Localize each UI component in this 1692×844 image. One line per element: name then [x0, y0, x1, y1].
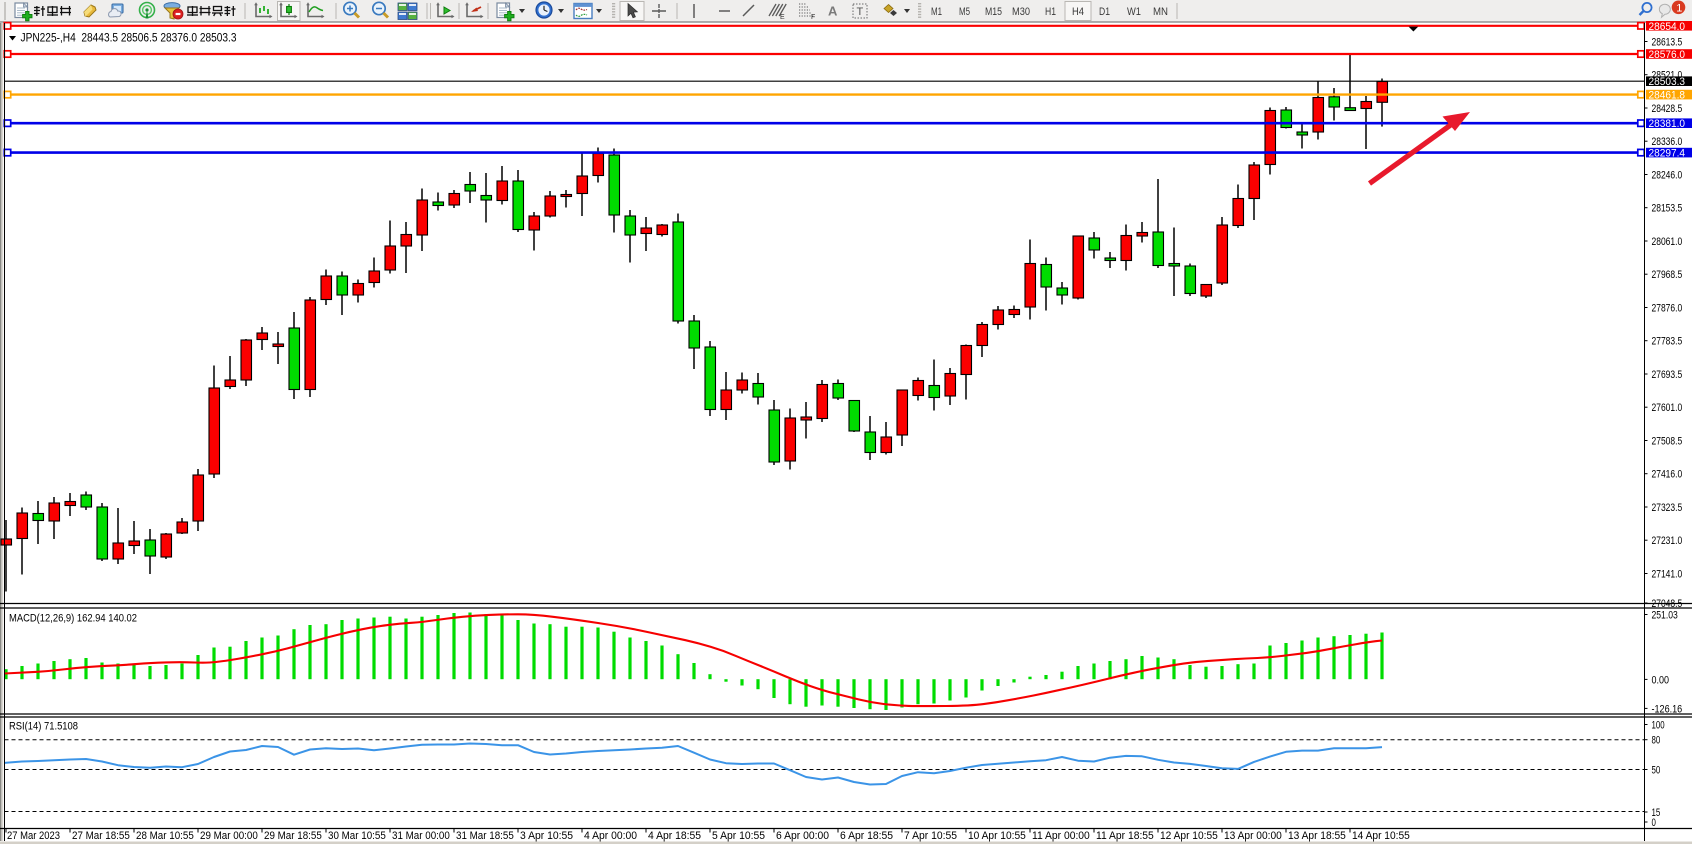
svg-text:27231.0: 27231.0 [1652, 535, 1683, 547]
svg-text:27693.5: 27693.5 [1652, 369, 1683, 381]
svg-text:28153.5: 28153.5 [1652, 203, 1683, 215]
svg-text:5 Apr 10:55: 5 Apr 10:55 [712, 830, 765, 842]
svg-text:10 Apr 10:55: 10 Apr 10:55 [968, 830, 1026, 842]
svg-text:M1: M1 [931, 6, 942, 18]
svg-text:28461.8: 28461.8 [1649, 90, 1686, 102]
svg-text:M15: M15 [985, 6, 1002, 18]
svg-text:29 Mar 18:55: 29 Mar 18:55 [264, 830, 322, 842]
svg-text:T: T [857, 6, 864, 18]
svg-text:-126.16: -126.16 [1652, 703, 1683, 715]
svg-text:14 Apr 10:55: 14 Apr 10:55 [1352, 830, 1410, 842]
svg-text:28576.0: 28576.0 [1649, 49, 1686, 61]
svg-text:27 Mar 18:55: 27 Mar 18:55 [72, 830, 130, 842]
svg-text:4 Apr 00:00: 4 Apr 00:00 [584, 830, 637, 842]
svg-text:H4: H4 [1072, 6, 1084, 18]
svg-text:80: 80 [1652, 735, 1661, 747]
svg-text:W1: W1 [1127, 6, 1141, 18]
svg-text:H1: H1 [1045, 6, 1056, 18]
svg-text:F: F [811, 14, 815, 21]
svg-text:27601.0: 27601.0 [1652, 402, 1683, 414]
svg-text:RSI(14) 71.5108: RSI(14) 71.5108 [9, 721, 78, 733]
svg-text:28297.4: 28297.4 [1649, 148, 1686, 160]
svg-text:28336.0: 28336.0 [1652, 136, 1683, 148]
svg-text:31 Mar 18:55: 31 Mar 18:55 [456, 830, 514, 842]
svg-text:M30: M30 [1012, 6, 1030, 18]
svg-text:28246.0: 28246.0 [1652, 170, 1683, 182]
svg-text:28613.5: 28613.5 [1652, 37, 1683, 49]
svg-text:MACD(12,26,9) 162.94 140.02: MACD(12,26,9) 162.94 140.02 [9, 613, 137, 625]
svg-text:7 Apr 10:55: 7 Apr 10:55 [904, 830, 957, 842]
svg-text:28503.3: 28503.3 [1649, 76, 1686, 88]
svg-text:28061.0: 28061.0 [1652, 236, 1683, 248]
svg-text:13 Apr 00:00: 13 Apr 00:00 [1224, 830, 1282, 842]
svg-text:100: 100 [1652, 720, 1665, 732]
svg-text:M5: M5 [959, 6, 970, 18]
svg-text:4 Apr 18:55: 4 Apr 18:55 [648, 830, 701, 842]
svg-text:0: 0 [1652, 817, 1656, 829]
svg-text:28428.5: 28428.5 [1652, 103, 1683, 115]
svg-text:50: 50 [1652, 765, 1661, 777]
svg-text:11 Apr 00:00: 11 Apr 00:00 [1032, 830, 1090, 842]
svg-text:6 Apr 18:55: 6 Apr 18:55 [840, 830, 893, 842]
svg-text:27323.5: 27323.5 [1652, 502, 1683, 514]
svg-text:27 Mar 2023: 27 Mar 2023 [7, 830, 60, 842]
svg-text:27416.0: 27416.0 [1652, 469, 1683, 481]
svg-text:28381.0: 28381.0 [1649, 118, 1686, 130]
svg-text:JPN225-,H4 28443.5 28506.5 28: JPN225-,H4 28443.5 28506.5 28376.0 28503… [21, 33, 237, 45]
svg-text:3 Apr 10:55: 3 Apr 10:55 [520, 830, 573, 842]
svg-text:MN: MN [1153, 6, 1168, 18]
svg-text:12 Apr 10:55: 12 Apr 10:55 [1160, 830, 1218, 842]
svg-text:13 Apr 18:55: 13 Apr 18:55 [1288, 830, 1346, 842]
svg-text:28654.0: 28654.0 [1649, 21, 1686, 33]
svg-text:28 Mar 10:55: 28 Mar 10:55 [136, 830, 194, 842]
svg-text:27141.0: 27141.0 [1652, 569, 1683, 581]
svg-text:11 Apr 18:55: 11 Apr 18:55 [1096, 830, 1154, 842]
svg-text:27968.5: 27968.5 [1652, 269, 1683, 281]
svg-text:A: A [828, 4, 838, 19]
svg-text:D1: D1 [1099, 6, 1110, 18]
svg-text:29 Mar 00:00: 29 Mar 00:00 [200, 830, 258, 842]
svg-text:31 Mar 00:00: 31 Mar 00:00 [392, 830, 450, 842]
svg-text:6 Apr 00:00: 6 Apr 00:00 [776, 830, 829, 842]
svg-text:27048.5: 27048.5 [1652, 598, 1683, 610]
svg-text:E: E [780, 14, 785, 21]
svg-text:27876.0: 27876.0 [1652, 303, 1683, 315]
svg-text:1: 1 [1676, 2, 1682, 14]
svg-text:15: 15 [1652, 807, 1661, 819]
svg-text:27508.5: 27508.5 [1652, 436, 1683, 448]
svg-text:251.03: 251.03 [1652, 610, 1678, 622]
svg-text:27783.5: 27783.5 [1652, 336, 1683, 348]
svg-text:0.00: 0.00 [1652, 674, 1670, 686]
svg-text:30 Mar 10:55: 30 Mar 10:55 [328, 830, 386, 842]
